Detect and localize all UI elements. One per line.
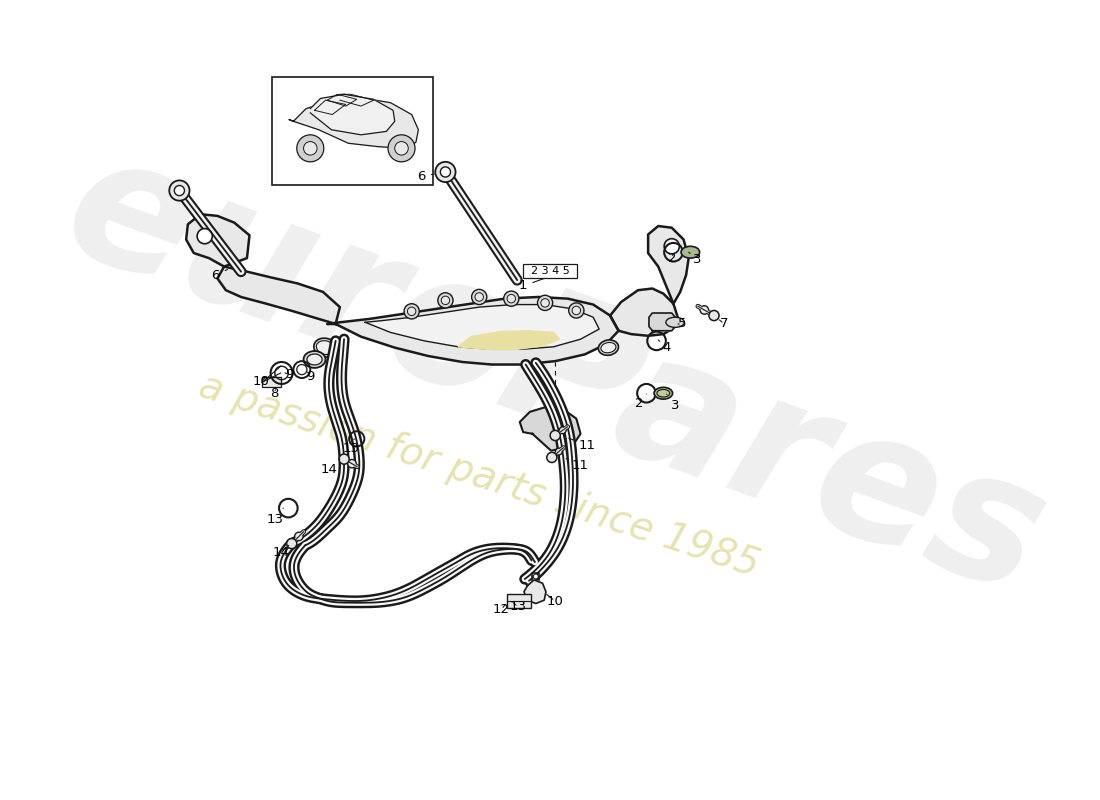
Polygon shape (289, 98, 418, 148)
Circle shape (700, 306, 708, 314)
Circle shape (295, 532, 304, 541)
Text: 10: 10 (547, 594, 563, 607)
Polygon shape (218, 266, 340, 324)
Circle shape (572, 306, 581, 314)
Circle shape (534, 574, 538, 579)
Circle shape (475, 293, 483, 301)
Polygon shape (519, 406, 581, 450)
Circle shape (538, 295, 552, 310)
Circle shape (287, 538, 297, 549)
Circle shape (710, 311, 718, 320)
Text: 13: 13 (266, 508, 284, 526)
Ellipse shape (304, 351, 326, 368)
Text: 6: 6 (418, 170, 434, 182)
Circle shape (438, 293, 453, 308)
Text: euroPares: euroPares (44, 117, 1067, 633)
Circle shape (407, 307, 416, 315)
Circle shape (664, 238, 680, 254)
Circle shape (549, 454, 556, 461)
Polygon shape (186, 214, 250, 266)
Text: a passion for parts since 1985: a passion for parts since 1985 (194, 367, 764, 585)
Text: 11: 11 (566, 458, 590, 472)
Polygon shape (524, 580, 546, 603)
Circle shape (504, 291, 519, 306)
Text: 10: 10 (253, 375, 270, 388)
Circle shape (388, 135, 415, 162)
Text: 9: 9 (306, 370, 315, 383)
Circle shape (556, 448, 562, 455)
Polygon shape (365, 305, 600, 350)
Circle shape (569, 303, 584, 318)
Circle shape (169, 181, 189, 201)
Bar (524, 264, 578, 278)
Bar (273, 78, 432, 185)
Text: 13: 13 (342, 439, 360, 455)
Text: 2: 2 (668, 252, 676, 265)
Ellipse shape (598, 340, 618, 355)
Circle shape (404, 304, 419, 319)
Text: 6: 6 (211, 269, 228, 282)
Circle shape (395, 142, 408, 155)
Polygon shape (327, 297, 618, 365)
Polygon shape (610, 289, 678, 336)
Polygon shape (649, 313, 675, 330)
Text: 3: 3 (667, 394, 680, 413)
Circle shape (708, 310, 719, 321)
Text: 5: 5 (678, 318, 686, 330)
Text: 12: 12 (493, 603, 509, 616)
Ellipse shape (681, 246, 700, 258)
Ellipse shape (307, 354, 322, 365)
Circle shape (304, 142, 317, 155)
Circle shape (339, 454, 349, 464)
Text: 14: 14 (320, 459, 340, 476)
Circle shape (348, 459, 356, 468)
Ellipse shape (317, 341, 334, 354)
Ellipse shape (654, 387, 672, 399)
Circle shape (436, 162, 455, 182)
Bar (507, 594, 530, 608)
Polygon shape (648, 226, 689, 304)
Circle shape (297, 135, 323, 162)
Text: 1: 1 (519, 278, 544, 293)
Circle shape (550, 430, 560, 441)
Circle shape (559, 427, 566, 434)
Text: 4: 4 (658, 340, 671, 354)
Circle shape (507, 294, 516, 303)
Text: 13: 13 (509, 601, 527, 614)
Circle shape (287, 539, 296, 548)
Text: 3: 3 (689, 252, 702, 266)
Text: 2 3 4 5: 2 3 4 5 (531, 266, 570, 276)
Ellipse shape (601, 342, 616, 353)
Polygon shape (310, 94, 395, 135)
Text: 8: 8 (270, 386, 278, 400)
Circle shape (472, 290, 487, 305)
Ellipse shape (657, 390, 670, 397)
Bar (262, 377, 280, 387)
Circle shape (197, 229, 212, 244)
Circle shape (174, 186, 185, 196)
Circle shape (547, 452, 557, 462)
Text: 11: 11 (569, 438, 596, 452)
Circle shape (441, 296, 450, 305)
Polygon shape (458, 330, 560, 350)
Ellipse shape (314, 338, 338, 357)
Text: 14: 14 (273, 546, 289, 558)
Circle shape (541, 298, 549, 307)
Text: 7: 7 (719, 318, 728, 330)
Text: 9: 9 (285, 368, 294, 381)
Circle shape (340, 455, 349, 463)
Circle shape (440, 167, 451, 177)
Text: 2: 2 (636, 394, 647, 410)
Circle shape (552, 432, 559, 439)
Ellipse shape (666, 318, 684, 327)
